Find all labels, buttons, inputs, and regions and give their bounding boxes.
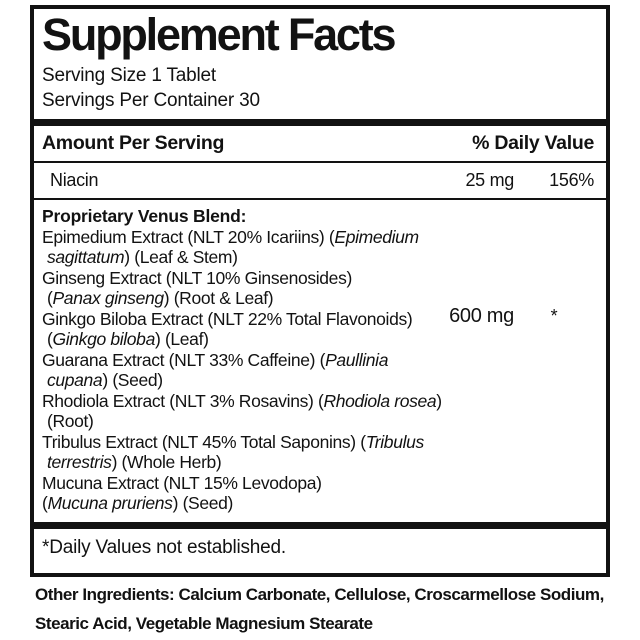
column-header-row: Amount Per Serving % Daily Value	[34, 126, 606, 161]
blend-ingredient-list: Proprietary Venus Blend: Epimedium Extrac…	[42, 206, 594, 514]
daily-value-footnote: *Daily Values not established.	[42, 536, 286, 558]
blend-line: (Root)	[47, 411, 94, 431]
blend-amount: 600 mg	[449, 305, 514, 327]
blend-line: Ginkgo Biloba Extract (NLT 22% Total Fla…	[42, 308, 413, 329]
blend-line: cupana) (Seed)	[47, 370, 163, 390]
proprietary-blend-section: Proprietary Venus Blend: Epimedium Extrac…	[34, 200, 606, 522]
divider-thin-2	[34, 198, 606, 200]
blend-line: Mucuna Extract (NLT 15% Levodopa)	[42, 472, 322, 493]
blend-line: Guarana Extract (NLT 33% Caffeine) (Paul…	[42, 349, 389, 370]
blend-line: Ginseng Extract (NLT 10% Ginsenosides)	[42, 267, 352, 288]
other-ingredients-text: Other Ingredients: Calcium Carbonate, Ce…	[35, 585, 604, 633]
daily-value-header: % Daily Value	[472, 132, 594, 154]
nutrient-row-niacin: Niacin 25 mg 156%	[34, 163, 606, 198]
blend-line: Tribulus Extract (NLT 45% Total Saponins…	[42, 431, 424, 452]
blend-line: terrestris) (Whole Herb)	[47, 452, 222, 472]
serving-info: Serving Size 1 Tablet Servings Per Conta…	[42, 63, 598, 113]
blend-line: (Mucuna pruriens) (Seed)	[42, 493, 234, 513]
divider-thick-top	[34, 119, 606, 126]
divider-thin-1	[34, 161, 606, 163]
blend-line: Proprietary Venus Blend:	[42, 206, 247, 226]
blend-line: (Panax ginseng) (Root & Leaf)	[47, 288, 274, 308]
divider-thick-bottom	[34, 521, 606, 529]
nutrient-name: Niacin	[50, 170, 99, 190]
blend-line: sagittatum) (Leaf & Stem)	[47, 247, 238, 267]
blend-amount-block: 600 mg *	[424, 306, 594, 327]
panel-title: Supplement Facts	[42, 9, 397, 60]
amount-per-serving-header: Amount Per Serving	[42, 132, 225, 154]
nutrient-amount: 25 mg	[465, 170, 514, 190]
nutrient-daily-value: 156%	[549, 170, 594, 190]
blend-line: Rhodiola Extract (NLT 3% Rosavins) (Rhod…	[42, 390, 442, 411]
blend-daily-value-asterisk: *	[550, 306, 558, 326]
blend-line: (Ginkgo biloba) (Leaf)	[47, 329, 209, 349]
servings-per-container: Servings Per Container 30	[42, 90, 260, 111]
blend-line: Epimedium Extract (NLT 20% Icariins) (Ep…	[42, 226, 419, 247]
supplement-facts-panel: Supplement Facts Serving Size 1 Tablet S…	[30, 5, 610, 577]
serving-size: Serving Size 1 Tablet	[42, 65, 216, 86]
